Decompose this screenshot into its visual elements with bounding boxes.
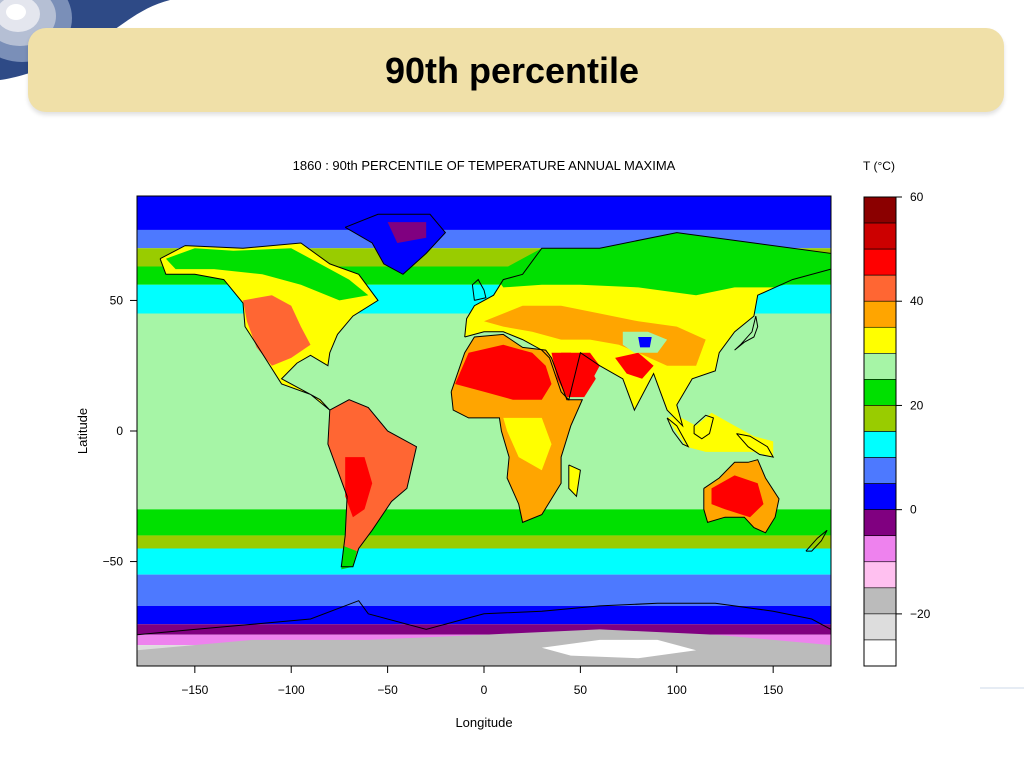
coastline-australia — [703, 459, 780, 534]
map-layer — [136, 196, 832, 666]
colorbar-bin — [863, 379, 897, 406]
colorbar-bin — [863, 457, 897, 484]
region-south-america — [327, 399, 417, 567]
coastline-japan — [734, 315, 759, 351]
ocean-band-11 — [137, 624, 831, 635]
colorbar-bin — [863, 274, 897, 302]
x-tick-label: 0 — [481, 683, 488, 697]
region-australia-hot — [711, 475, 764, 518]
region-southeast-asia-islands — [667, 412, 774, 458]
region-north-america-hot — [243, 295, 311, 366]
region-south-america-hot — [345, 457, 373, 518]
colorbar-bin — [863, 561, 897, 589]
colorbar-bin — [863, 509, 897, 537]
colorbar-bin — [863, 613, 897, 641]
y-tick-label: 0 — [116, 424, 123, 438]
colorbar-bin — [863, 353, 897, 380]
ocean-band-0 — [137, 196, 831, 230]
coastline-eurasia — [464, 232, 832, 428]
coastline-borneo — [693, 414, 714, 440]
region-antarctica-interior — [137, 629, 831, 666]
coastline-sumatra — [666, 417, 690, 448]
region-south-america-tip — [341, 545, 357, 570]
coastline-greenland — [344, 213, 447, 275]
x-tick-label: −150 — [181, 683, 208, 697]
y-tick-label: −50 — [103, 555, 124, 569]
decorative-line — [980, 687, 1024, 689]
x-tick-label: 50 — [574, 683, 588, 697]
region-north-america-cool — [165, 248, 369, 301]
colorbar-bin — [863, 300, 897, 328]
colorbar-bin — [863, 535, 897, 563]
x-tick-label: 100 — [667, 683, 687, 697]
region-india-hot — [615, 352, 654, 379]
colorbar-tick-label: 40 — [910, 294, 924, 308]
ocean-band-8 — [137, 548, 831, 575]
colorbar-bin — [863, 222, 897, 250]
colorbar-tick-label: 60 — [910, 190, 924, 204]
coastline-north-america — [159, 242, 379, 411]
coastline-antarctica — [136, 600, 832, 636]
colorbar: 60 40 20 0 −20 — [863, 190, 931, 667]
region-arabia — [551, 352, 596, 398]
colorbar-tick-label: −20 — [910, 607, 931, 621]
region-africa-hot — [455, 344, 552, 400]
region-tibet-cold — [638, 337, 652, 348]
x-axis-label: Longitude — [455, 715, 512, 730]
colorbar-bin — [863, 326, 897, 354]
colorbar-tick-label: 0 — [910, 503, 917, 517]
x-tick-label: −100 — [278, 683, 305, 697]
y-tick-label: 50 — [110, 293, 124, 307]
colorbar-bin — [863, 248, 897, 276]
region-africa-equatorial — [503, 417, 552, 471]
coastline-madagascar — [568, 464, 581, 498]
region-antarctica-core — [541, 639, 697, 659]
coastline-new-zealand — [805, 529, 828, 552]
axes-layer: −150 −100 −50 0 50 100 150 50 0 −50 — [103, 293, 784, 697]
coastline-uk — [471, 278, 487, 301]
colorbar-bin — [863, 405, 897, 432]
region-greenland-cold — [387, 222, 427, 243]
colorbar-bin — [863, 587, 897, 615]
chart-title: 1860 : 90th PERCENTILE OF TEMPERATURE AN… — [293, 158, 676, 173]
x-tick-label: 150 — [763, 683, 783, 697]
colorbar-frame — [863, 196, 897, 667]
coastline-south-america — [327, 399, 418, 568]
x-tick-label: −50 — [377, 683, 398, 697]
ocean-band-10 — [137, 605, 831, 625]
ocean-band-9 — [137, 574, 831, 606]
colorbar-title: T (°C) — [863, 159, 895, 173]
coastline-africa — [450, 333, 584, 524]
colorbar-bin — [863, 483, 897, 510]
colorbar-bin — [863, 639, 897, 667]
slide-title: 90th percentile — [384, 50, 640, 91]
y-axis-label: Latitude — [75, 408, 90, 454]
title-banner — [28, 28, 1004, 112]
colorbar-bin — [863, 196, 897, 224]
coastline-new-guinea — [736, 433, 775, 458]
ocean-band-7 — [137, 535, 831, 549]
colorbar-bin — [863, 431, 897, 458]
colorbar-tick-label: 20 — [910, 398, 924, 412]
